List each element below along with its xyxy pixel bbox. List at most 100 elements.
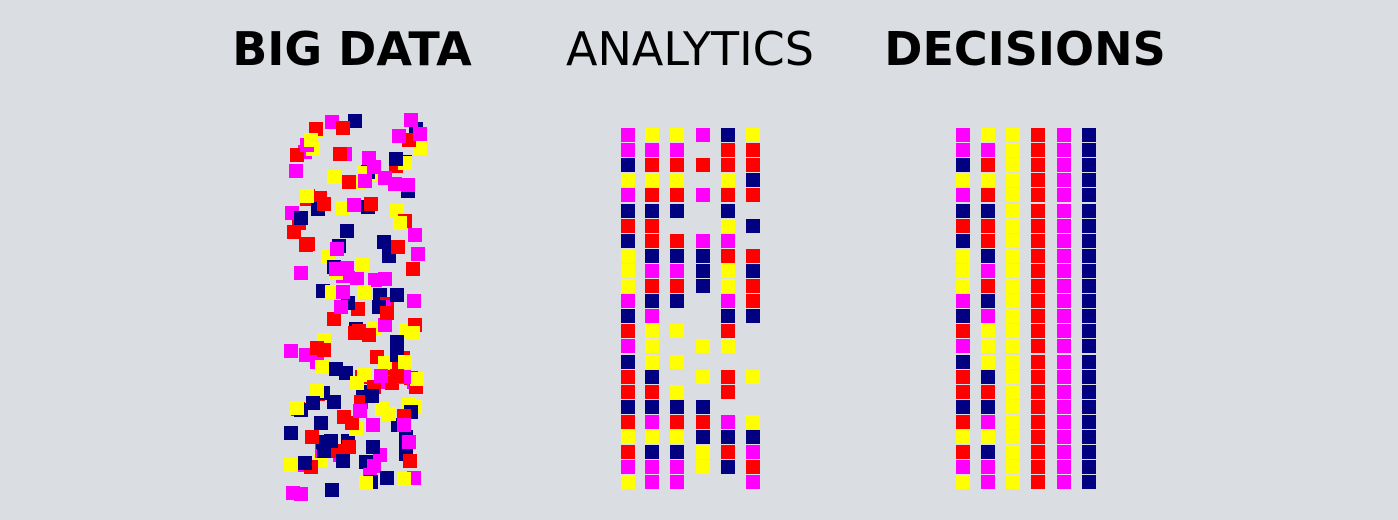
data-square bbox=[696, 460, 710, 475]
data-square bbox=[379, 306, 394, 320]
data-square bbox=[1006, 399, 1020, 414]
data-square bbox=[696, 263, 710, 278]
data-square bbox=[645, 248, 659, 263]
data-square bbox=[670, 430, 684, 444]
data-square bbox=[389, 369, 404, 384]
data-square bbox=[670, 279, 684, 293]
data-square bbox=[721, 445, 735, 460]
data-square bbox=[413, 127, 428, 142]
data-square bbox=[981, 399, 995, 414]
data-square bbox=[342, 175, 357, 190]
data-square bbox=[746, 430, 760, 444]
data-square bbox=[721, 324, 735, 339]
data-square bbox=[350, 375, 365, 390]
data-square bbox=[1082, 263, 1096, 278]
data-square bbox=[354, 258, 369, 273]
data-square bbox=[1006, 173, 1020, 188]
data-square bbox=[956, 309, 970, 324]
data-square bbox=[721, 369, 735, 384]
data-square bbox=[309, 340, 324, 355]
data-square bbox=[1057, 399, 1071, 414]
data-square bbox=[721, 158, 735, 173]
data-square bbox=[746, 414, 760, 429]
data-square bbox=[365, 417, 380, 432]
data-square bbox=[621, 263, 635, 278]
data-square bbox=[289, 401, 304, 416]
data-square bbox=[981, 354, 995, 369]
data-square bbox=[645, 414, 659, 429]
data-square bbox=[388, 152, 403, 167]
data-square bbox=[670, 354, 684, 369]
data-square bbox=[1006, 324, 1020, 339]
data-square bbox=[981, 143, 995, 158]
data-square bbox=[1031, 233, 1045, 248]
data-square bbox=[1057, 203, 1071, 218]
data-square bbox=[1031, 339, 1045, 354]
data-square bbox=[1031, 460, 1045, 475]
data-square bbox=[746, 294, 760, 309]
data-square bbox=[1006, 279, 1020, 293]
data-square bbox=[332, 147, 347, 162]
data-square bbox=[309, 121, 324, 136]
data-square bbox=[285, 485, 300, 500]
data-square bbox=[621, 475, 635, 490]
data-square bbox=[721, 248, 735, 263]
data-square bbox=[1006, 414, 1020, 429]
data-square bbox=[981, 158, 995, 173]
data-square bbox=[1057, 233, 1071, 248]
data-square bbox=[1031, 143, 1045, 158]
data-square bbox=[1006, 445, 1020, 460]
data-square bbox=[1006, 203, 1020, 218]
data-square bbox=[1057, 414, 1071, 429]
data-square bbox=[696, 233, 710, 248]
data-square bbox=[1031, 248, 1045, 263]
data-square bbox=[388, 177, 403, 192]
data-square bbox=[621, 158, 635, 173]
data-square bbox=[1082, 128, 1096, 142]
data-square bbox=[1057, 248, 1071, 263]
data-square bbox=[670, 324, 684, 339]
data-square bbox=[721, 294, 735, 309]
data-square bbox=[335, 121, 350, 136]
data-square bbox=[645, 445, 659, 460]
data-square bbox=[746, 188, 760, 203]
data-square bbox=[1006, 143, 1020, 158]
data-square bbox=[670, 248, 684, 263]
data-square bbox=[324, 434, 338, 449]
data-square bbox=[306, 396, 321, 411]
data-square bbox=[1057, 339, 1071, 354]
data-square bbox=[645, 173, 659, 188]
data-square bbox=[956, 263, 970, 278]
data-square bbox=[645, 399, 659, 414]
data-square bbox=[339, 223, 354, 238]
data-square bbox=[696, 188, 710, 203]
data-square bbox=[696, 158, 710, 173]
data-square bbox=[1031, 309, 1045, 324]
data-square bbox=[1031, 354, 1045, 369]
data-square bbox=[645, 475, 659, 490]
data-square bbox=[1006, 218, 1020, 233]
data-square bbox=[645, 430, 659, 444]
data-square bbox=[981, 203, 995, 218]
data-square bbox=[1006, 475, 1020, 490]
data-square bbox=[1006, 188, 1020, 203]
data-square bbox=[621, 203, 635, 218]
data-square bbox=[406, 261, 421, 276]
data-square bbox=[670, 128, 684, 142]
data-square bbox=[405, 326, 420, 341]
data-square bbox=[981, 384, 995, 399]
data-square bbox=[413, 141, 428, 156]
data-square bbox=[1031, 384, 1045, 399]
data-square bbox=[645, 158, 659, 173]
data-square bbox=[1031, 158, 1045, 173]
data-square bbox=[284, 344, 299, 359]
data-square bbox=[645, 203, 659, 218]
data-square bbox=[670, 233, 684, 248]
data-square bbox=[1031, 475, 1045, 490]
data-square bbox=[1006, 369, 1020, 384]
data-square bbox=[382, 407, 396, 422]
data-square bbox=[336, 453, 351, 468]
data-square bbox=[645, 369, 659, 384]
data-square bbox=[1082, 158, 1096, 173]
data-square bbox=[981, 248, 995, 263]
